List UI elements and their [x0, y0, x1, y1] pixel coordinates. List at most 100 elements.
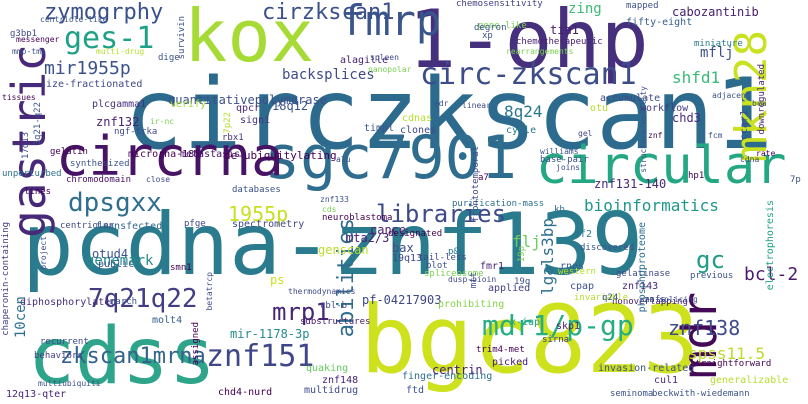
cloud-word: gel [578, 129, 593, 138]
cloud-word: metastasis [180, 149, 241, 160]
cloud-word: synthesized [70, 159, 130, 169]
cloud-word: bcl-2 [744, 264, 799, 285]
cloud-word: x-iap [510, 317, 541, 328]
cloud-word: spliceosome [424, 269, 484, 279]
cloud-word: cdnas [402, 113, 433, 124]
cloud-word: gene-like [478, 21, 527, 31]
cloud-word: gelatin [50, 147, 88, 157]
cloud-word: p&p [448, 247, 465, 257]
cloud-word: cbl-b [320, 301, 348, 311]
cloud-word: molt4 [152, 315, 183, 326]
cloud-word: 8q24 [504, 102, 543, 121]
cloud-word: trim4-met [476, 345, 525, 355]
cloud-word: bca [752, 99, 767, 108]
cloud-word: genemark [86, 253, 154, 269]
cloud-word: rnas [560, 261, 585, 272]
cloud-word: circrna [56, 125, 284, 188]
cloud-word: qpcr [236, 103, 261, 114]
cloud-word: timpl [364, 123, 395, 134]
cloud-word: shfd1 [672, 68, 721, 87]
cloud-word: public [98, 259, 135, 270]
cloud-word: tissues [2, 93, 36, 102]
cloud-word: size-fractionated [40, 79, 143, 90]
cloud-word: znf151 [206, 339, 315, 374]
cloud-word: gelatinase [616, 269, 671, 279]
cloud-word: 1-ohp [408, 0, 649, 86]
cloud-word: linear [462, 101, 491, 110]
cloud-word: applied [488, 283, 531, 294]
cloud-word: znf132 [96, 115, 140, 129]
cloud-word: degron [474, 23, 507, 33]
cloud-word: libraries [376, 200, 507, 228]
cloud-word: unperturbed [2, 169, 62, 179]
cloud-word: backsplices [282, 67, 375, 83]
cloud-word: skp1 [556, 321, 581, 332]
cloud-word: cdna [740, 155, 760, 164]
cloud-word: tail-less [418, 253, 467, 263]
cloud-word: circzkscan1 [124, 58, 774, 172]
cloud-word: cabozantinib [672, 5, 759, 19]
cloud-word: adr [434, 99, 449, 108]
cloud-word: signi [240, 115, 271, 126]
cloud-word: microrna-185 [128, 149, 201, 160]
cloud-word: cds [322, 205, 337, 214]
cloud-word: invariable [574, 293, 629, 303]
cloud-word: previous [690, 271, 734, 281]
cloud-word: nonoverlapping [612, 297, 688, 307]
cloud-word: mrp1 [272, 298, 330, 326]
cloud-word: fmr1 [480, 261, 505, 272]
cloud-word: designated [388, 229, 443, 239]
cloud-word: straightforward [690, 359, 772, 369]
cloud-word: substructures [300, 317, 371, 327]
cloud-word: seminoma [610, 389, 654, 399]
cloud-word: pf-04217903 [362, 293, 442, 307]
cloud-word: beckwith-wiedemann [652, 389, 750, 399]
cloud-word: mir-1178-3p [230, 327, 310, 341]
cloud-word: znfs [644, 295, 666, 305]
cloud-word: chromodomain [66, 175, 132, 185]
cloud-word: fifty-eight [626, 17, 693, 28]
cloud-word: databases [232, 185, 281, 195]
cloud-word: rbx1 [222, 133, 244, 143]
cloud-word: zymogrphy [44, 0, 164, 25]
cloud-word: dusp-bioin [448, 275, 497, 284]
cloud-word: diphosphorylated [20, 297, 117, 308]
cloud-word: ir-nc [150, 117, 175, 126]
cloud-word: flj [512, 232, 541, 251]
cloud-word: znf138 [668, 316, 741, 340]
cloud-word: bgc823 [360, 286, 700, 395]
cloud-word: mmp-tmp [12, 47, 46, 56]
cloud-word: 12q13-qter [6, 389, 67, 400]
cloud-word: chd3 [672, 111, 701, 125]
cloud-word: multi-drug [96, 47, 145, 56]
cloud-word: frontotemporal [471, 146, 481, 222]
cloud-word: kox [184, 0, 315, 78]
cloud-word: quaking [306, 363, 349, 374]
cloud-word: spss11.5 [688, 344, 766, 363]
cloud-word: western [558, 267, 596, 277]
cloud-word: 19p [517, 246, 527, 263]
cloud-word: messenger [16, 35, 60, 44]
cloud-word: behaviors [34, 351, 83, 361]
cloud-word: circ-zkscan1 [420, 57, 637, 92]
cloud-word: pfge [184, 219, 206, 229]
cloud-word: sirna [542, 335, 570, 345]
cloud-word: cul1 [654, 375, 679, 386]
cloud-word: dige [158, 53, 180, 63]
cloud-word: adjacent [712, 91, 751, 100]
cloud-word: multiubiquiti [38, 379, 101, 388]
cloud-word: ftd [406, 385, 425, 396]
cloud-word: fmrp [340, 0, 442, 45]
cloud-word: chemotherapeutic [516, 37, 603, 47]
cloud-word: cance [370, 223, 407, 237]
cloud-word: lines [24, 187, 52, 197]
cloud-word: zing [568, 1, 602, 17]
cloud-word: bax [392, 241, 414, 255]
cloud-word: spleen [370, 53, 399, 62]
cloud-word: ccar1 [739, 110, 750, 141]
cloud-word: picked [492, 357, 529, 368]
cloud-word: znf131-140 [594, 177, 667, 191]
cloud-word: neuroblastoma [322, 213, 393, 223]
cloud-word: spectrometry [232, 219, 305, 230]
cloud-word: dpsgxx [68, 188, 162, 218]
